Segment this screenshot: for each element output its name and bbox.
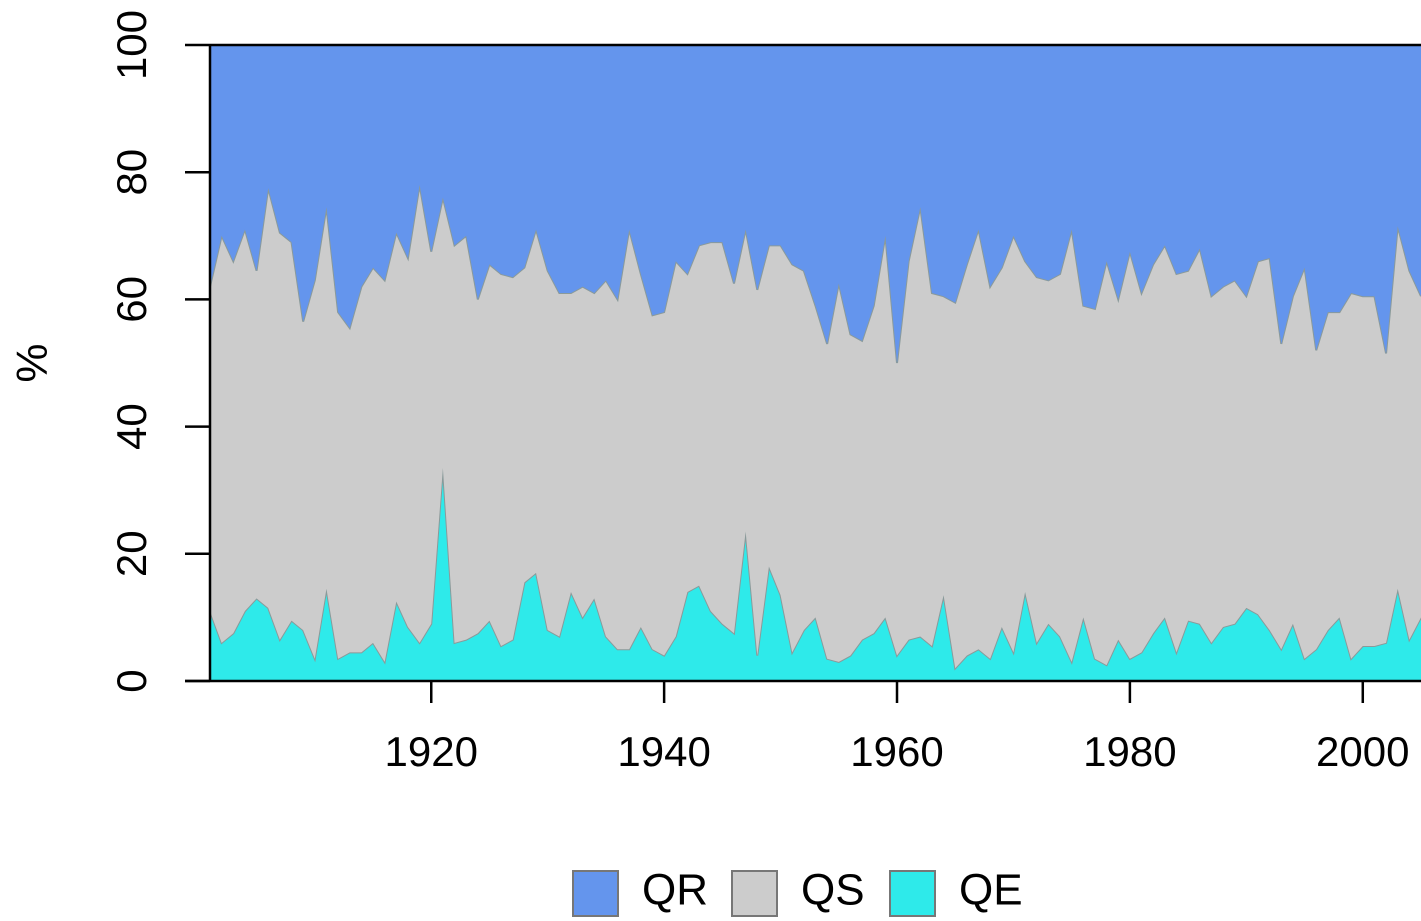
x-tick-label: 1940 xyxy=(617,728,710,775)
y-tick-label: 60 xyxy=(108,276,155,323)
area xyxy=(210,184,1421,669)
area xyxy=(210,467,1421,681)
legend-label: QR xyxy=(642,866,708,915)
x-tick-label: 1920 xyxy=(385,728,478,775)
y-axis-label: % xyxy=(8,343,57,382)
legend-label: QS xyxy=(801,866,865,915)
x-tick-label: 1960 xyxy=(850,728,943,775)
x-tick-label: 1980 xyxy=(1083,728,1176,775)
legend-swatch xyxy=(572,870,619,917)
area xyxy=(210,45,1421,363)
legend-swatch xyxy=(731,870,778,917)
legend-label: QE xyxy=(959,866,1023,915)
x-tick-label: 2000 xyxy=(1316,728,1409,775)
y-tick-label: 100 xyxy=(108,10,155,80)
y-tick-label: 40 xyxy=(108,403,155,450)
y-tick-label: 20 xyxy=(108,530,155,577)
legend-swatch xyxy=(889,870,936,917)
y-tick-label: 80 xyxy=(108,149,155,196)
y-tick-label: 0 xyxy=(108,669,155,692)
